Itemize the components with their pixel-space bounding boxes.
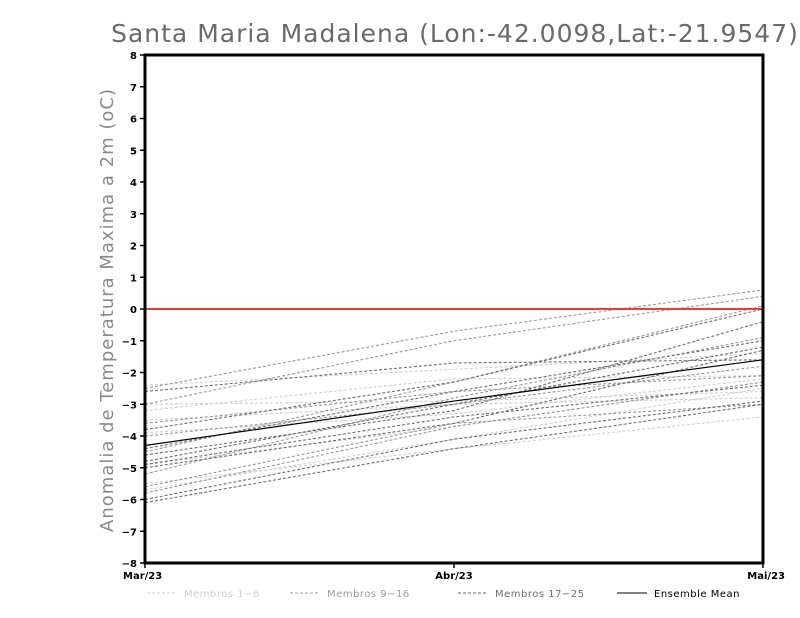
- y-tick-label: 0: [130, 305, 137, 316]
- member-line-group2-7: [144, 381, 764, 494]
- legend-label: Membros 9−16: [327, 589, 410, 600]
- y-tick-label: −1: [122, 337, 137, 348]
- y-tick-label: 7: [130, 83, 137, 94]
- member-line-group3-7: [144, 384, 764, 466]
- y-tick-label: −4: [122, 432, 137, 443]
- member-line-group1-2: [144, 391, 764, 405]
- y-tick-label: 5: [130, 146, 137, 157]
- x-tick-label: Mar/23: [123, 571, 162, 582]
- y-tick-label: 4: [130, 178, 137, 189]
- member-line-group3-9: [144, 403, 764, 504]
- member-line-group3-2: [144, 308, 764, 431]
- y-tick-label: 2: [130, 242, 137, 253]
- y-tick-label: 3: [130, 210, 137, 221]
- member-line-group1-8: [144, 378, 764, 434]
- member-line-group1-1: [144, 352, 764, 386]
- member-line-group1-6: [144, 375, 764, 412]
- legend-label: Ensemble Mean: [654, 589, 740, 600]
- member-line-group1-3: [144, 397, 764, 421]
- y-tick-label: 1: [130, 273, 137, 284]
- member-line-group2-1: [144, 289, 764, 389]
- y-axis-label: Anomalia de Temperatura Maxima a 2m (oC): [97, 88, 118, 532]
- plot-frame: [143, 53, 765, 565]
- legend-label: Membros 1−8: [184, 589, 260, 600]
- member-line-group2-2: [144, 295, 764, 405]
- member-line-group1-7: [144, 387, 764, 491]
- chart-title: Santa Maria Madalena (Lon:-42.0098,Lat:-…: [111, 19, 799, 48]
- y-tick-label: −6: [122, 496, 137, 507]
- y-tick-label: −7: [122, 527, 137, 538]
- member-line-group2-5: [144, 337, 764, 475]
- y-tick-label: −3: [122, 400, 137, 411]
- y-tick-label: 8: [130, 51, 137, 62]
- member-line-group3-1: [144, 359, 764, 393]
- series-group: [144, 289, 764, 504]
- x-axis: Mar/23 Abr/23 Mai/23: [123, 563, 785, 582]
- y-tick-label: 6: [130, 115, 137, 126]
- y-axis: 8 7 6 5 4 3 2 1 0 −1 −2 −3 −4 −5 −6 −7 −8: [122, 51, 145, 570]
- member-line-group3-8: [144, 400, 764, 501]
- member-line-group2-6: [144, 365, 764, 437]
- member-line-group2-4: [144, 375, 764, 424]
- member-line-group3-6: [144, 349, 764, 469]
- y-tick-label: −2: [122, 369, 137, 380]
- ensemble-mean-line: [144, 359, 764, 447]
- legend-label: Membros 17−25: [495, 589, 585, 600]
- y-tick-label: −8: [122, 559, 137, 570]
- x-tick-label: Abr/23: [435, 571, 472, 582]
- member-line-group1-4: [144, 416, 764, 485]
- member-line-group3-3: [144, 321, 764, 456]
- y-tick-label: −5: [122, 464, 137, 475]
- legend: Membros 1−8 Membros 9−16 Membros 17−25 Ense…: [147, 589, 740, 600]
- x-tick-label: Mai/23: [747, 571, 785, 582]
